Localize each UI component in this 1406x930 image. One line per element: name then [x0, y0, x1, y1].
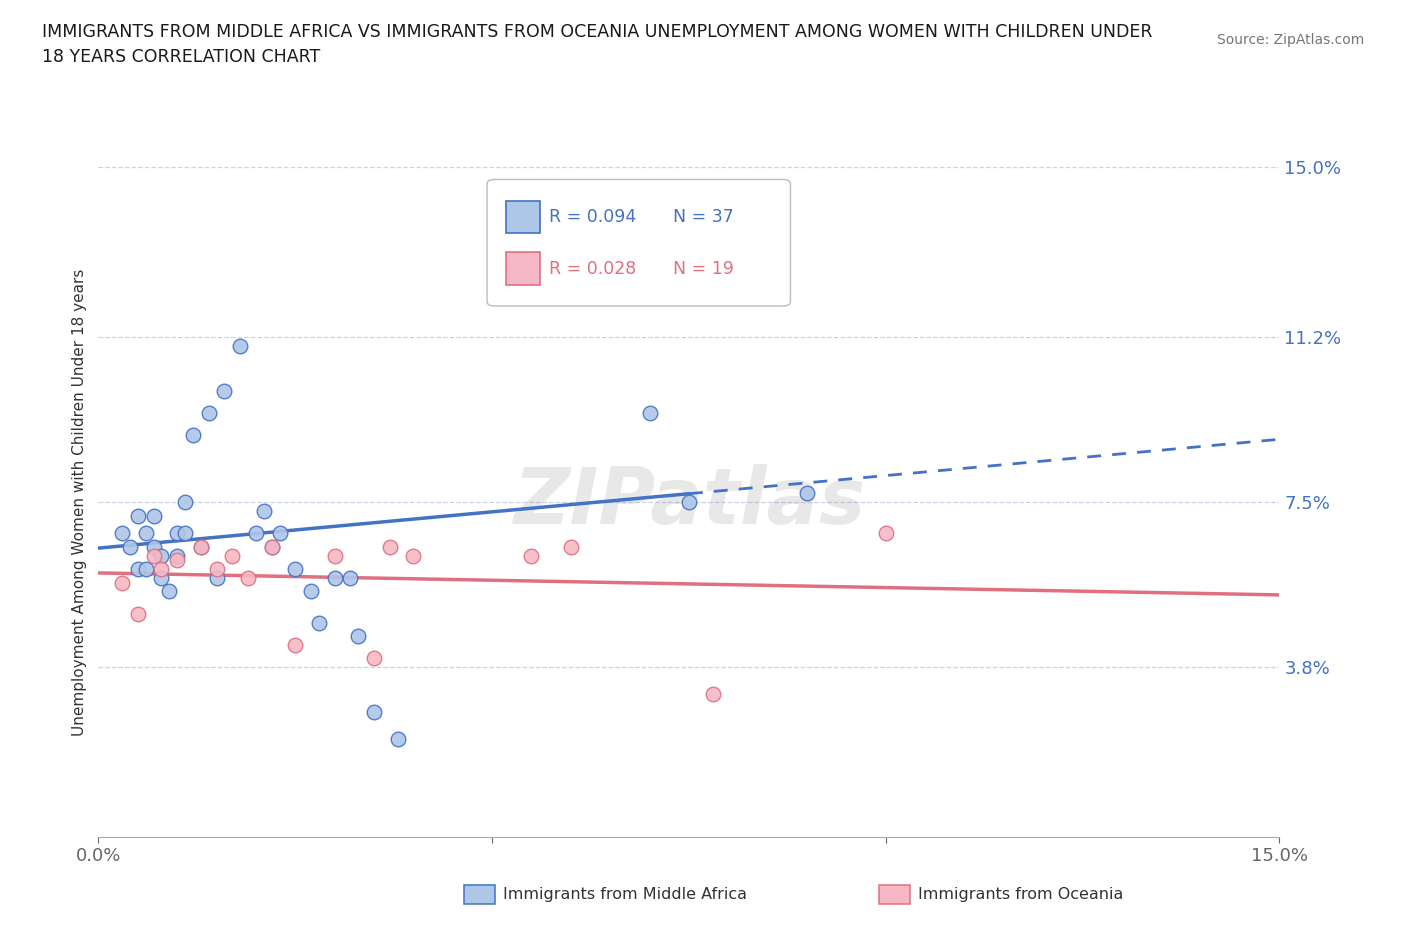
Text: R = 0.028: R = 0.028	[550, 259, 637, 277]
Point	[127, 562, 149, 577]
Point	[142, 549, 165, 564]
Text: N = 37: N = 37	[673, 208, 734, 226]
Point	[299, 584, 322, 599]
Point	[181, 428, 204, 443]
Point	[269, 526, 291, 541]
Point	[339, 571, 361, 586]
Point	[150, 571, 173, 586]
Point	[678, 495, 700, 510]
Text: Immigrants from Oceania: Immigrants from Oceania	[918, 887, 1123, 902]
Point	[378, 539, 401, 554]
Point	[127, 508, 149, 523]
Point	[205, 571, 228, 586]
Point	[174, 495, 197, 510]
Point	[245, 526, 267, 541]
Y-axis label: Unemployment Among Women with Children Under 18 years: Unemployment Among Women with Children U…	[72, 269, 87, 736]
Point	[308, 616, 330, 631]
Point	[260, 539, 283, 554]
Point	[363, 651, 385, 666]
Text: 18 YEARS CORRELATION CHART: 18 YEARS CORRELATION CHART	[42, 48, 321, 66]
Point	[150, 549, 173, 564]
Text: N = 19: N = 19	[673, 259, 734, 277]
Text: R = 0.094: R = 0.094	[550, 208, 637, 226]
Point	[166, 526, 188, 541]
Point	[347, 629, 370, 644]
Point	[157, 584, 180, 599]
Point	[520, 549, 543, 564]
Text: IMMIGRANTS FROM MIDDLE AFRICA VS IMMIGRANTS FROM OCEANIA UNEMPLOYMENT AMONG WOME: IMMIGRANTS FROM MIDDLE AFRICA VS IMMIGRA…	[42, 23, 1153, 41]
Point	[214, 383, 236, 398]
Point	[127, 606, 149, 621]
Point	[221, 549, 243, 564]
Point	[150, 562, 173, 577]
Point	[135, 526, 157, 541]
Point	[166, 549, 188, 564]
Point	[205, 562, 228, 577]
Point	[118, 539, 141, 554]
Text: Source: ZipAtlas.com: Source: ZipAtlas.com	[1216, 33, 1364, 46]
Point	[229, 339, 252, 353]
Point	[875, 526, 897, 541]
Point	[323, 549, 346, 564]
Point	[135, 562, 157, 577]
Point	[560, 539, 582, 554]
Point	[387, 731, 409, 746]
Point	[142, 539, 165, 554]
Point	[111, 575, 134, 590]
Point	[236, 571, 259, 586]
Point	[166, 552, 188, 567]
Point	[284, 638, 307, 653]
Point	[402, 549, 425, 564]
Point	[796, 485, 818, 500]
Point	[197, 405, 219, 420]
Point	[190, 539, 212, 554]
Point	[142, 508, 165, 523]
Text: Immigrants from Middle Africa: Immigrants from Middle Africa	[503, 887, 748, 902]
Point	[638, 405, 661, 420]
Point	[111, 526, 134, 541]
Text: ZIPatlas: ZIPatlas	[513, 464, 865, 540]
Point	[190, 539, 212, 554]
Point	[284, 562, 307, 577]
Point	[323, 571, 346, 586]
Point	[253, 504, 276, 519]
Point	[702, 686, 724, 701]
Point	[260, 539, 283, 554]
Point	[174, 526, 197, 541]
Point	[520, 227, 543, 242]
Point	[363, 705, 385, 720]
